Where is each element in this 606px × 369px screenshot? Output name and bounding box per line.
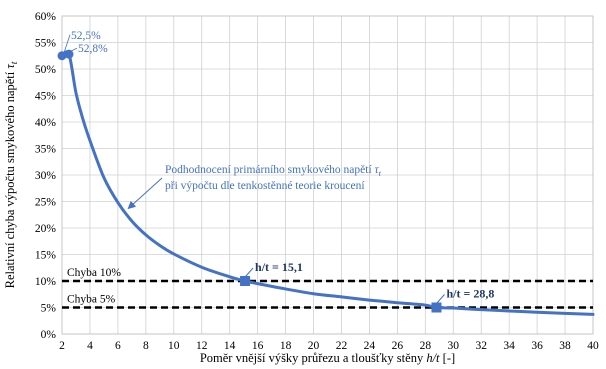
reference-lines: Chyba 10% Chyba 5% xyxy=(62,267,593,309)
y-tick-label: 15% xyxy=(35,250,57,262)
x-tick-label: 2 xyxy=(59,340,65,352)
x-tick-label: 24 xyxy=(364,340,376,352)
marker-point xyxy=(240,276,251,286)
x-tick-label: 20 xyxy=(308,340,320,352)
start-point-leader xyxy=(63,34,71,53)
reference-label: Chyba 10% xyxy=(67,267,121,279)
marker-label: h/t = 28,8 xyxy=(446,287,494,301)
y-tick-label: 20% xyxy=(35,223,57,235)
y-tick-label: 10% xyxy=(35,276,57,288)
y-tick-label: 60% xyxy=(35,11,57,23)
marker-point xyxy=(431,302,442,313)
x-tick-label: 38 xyxy=(559,340,571,352)
x-tick-label: 28 xyxy=(420,340,432,352)
y-tick-label: 35% xyxy=(35,144,57,156)
marker-leader xyxy=(244,267,254,278)
reference-label: Chyba 5% xyxy=(67,294,116,306)
series-line xyxy=(60,50,595,316)
y-tick-label: 30% xyxy=(35,170,57,182)
x-tick-label: 30 xyxy=(448,340,460,352)
y-tick-label: 5% xyxy=(41,303,57,315)
plot-frame xyxy=(61,15,594,335)
start-point-leader xyxy=(70,47,78,52)
x-tick-label: 36 xyxy=(531,340,543,352)
x-tick-label: 10 xyxy=(168,340,180,352)
annotation-arrow xyxy=(127,177,163,210)
x-tick-label: 26 xyxy=(392,340,404,352)
start-point-label: 52,5% xyxy=(71,30,101,42)
x-tick-label: 14 xyxy=(224,340,236,352)
x-tick-label: 8 xyxy=(143,340,149,352)
start-point-label: 52,8% xyxy=(78,43,108,55)
markers: h/t = 15,1 h/t = 28,8 52,5%52,8% xyxy=(57,30,494,313)
y-tick-label: 45% xyxy=(35,91,57,103)
x-tick-label: 32 xyxy=(475,340,487,352)
x-tick-label: 18 xyxy=(280,340,292,352)
annotation-line-2: při výpočtu dle tenkostěnné teorie krouc… xyxy=(165,180,365,192)
x-tick-label: 12 xyxy=(196,340,208,352)
annotation: Podhodnocení primárního smykového napětí… xyxy=(127,164,382,210)
y-tick-label: 40% xyxy=(35,117,57,129)
x-tick-label: 22 xyxy=(336,340,348,352)
x-tick-label: 40 xyxy=(587,340,599,352)
marker-label: h/t = 15,1 xyxy=(255,260,303,274)
x-tick-label: 6 xyxy=(115,340,121,352)
x-tick-label: 34 xyxy=(503,340,515,352)
series-layer xyxy=(60,50,595,316)
y-axis-label: Relativní chyba výpočtu smykového napětí… xyxy=(3,61,19,288)
y-tick-label: 0% xyxy=(41,329,57,341)
start-point xyxy=(57,51,67,61)
y-tick-label: 25% xyxy=(35,197,57,209)
y-tick-label: 50% xyxy=(35,64,57,76)
x-axis-label: Poměr vnější výšky průřezu a tloušťky st… xyxy=(200,351,455,365)
tick-labels: 2 4 6 8 10 12 14 16 18 20 22 24 26 28 30 32 34 36 38 400%5%… xyxy=(35,11,599,352)
start-point xyxy=(64,49,74,59)
x-tick-label: 4 xyxy=(87,340,93,352)
marker-leader xyxy=(436,294,445,304)
y-tick-label: 55% xyxy=(35,38,57,50)
x-tick-label: 16 xyxy=(252,340,264,352)
annotation-line-1: Podhodnocení primárního smykového napětí… xyxy=(165,164,382,178)
